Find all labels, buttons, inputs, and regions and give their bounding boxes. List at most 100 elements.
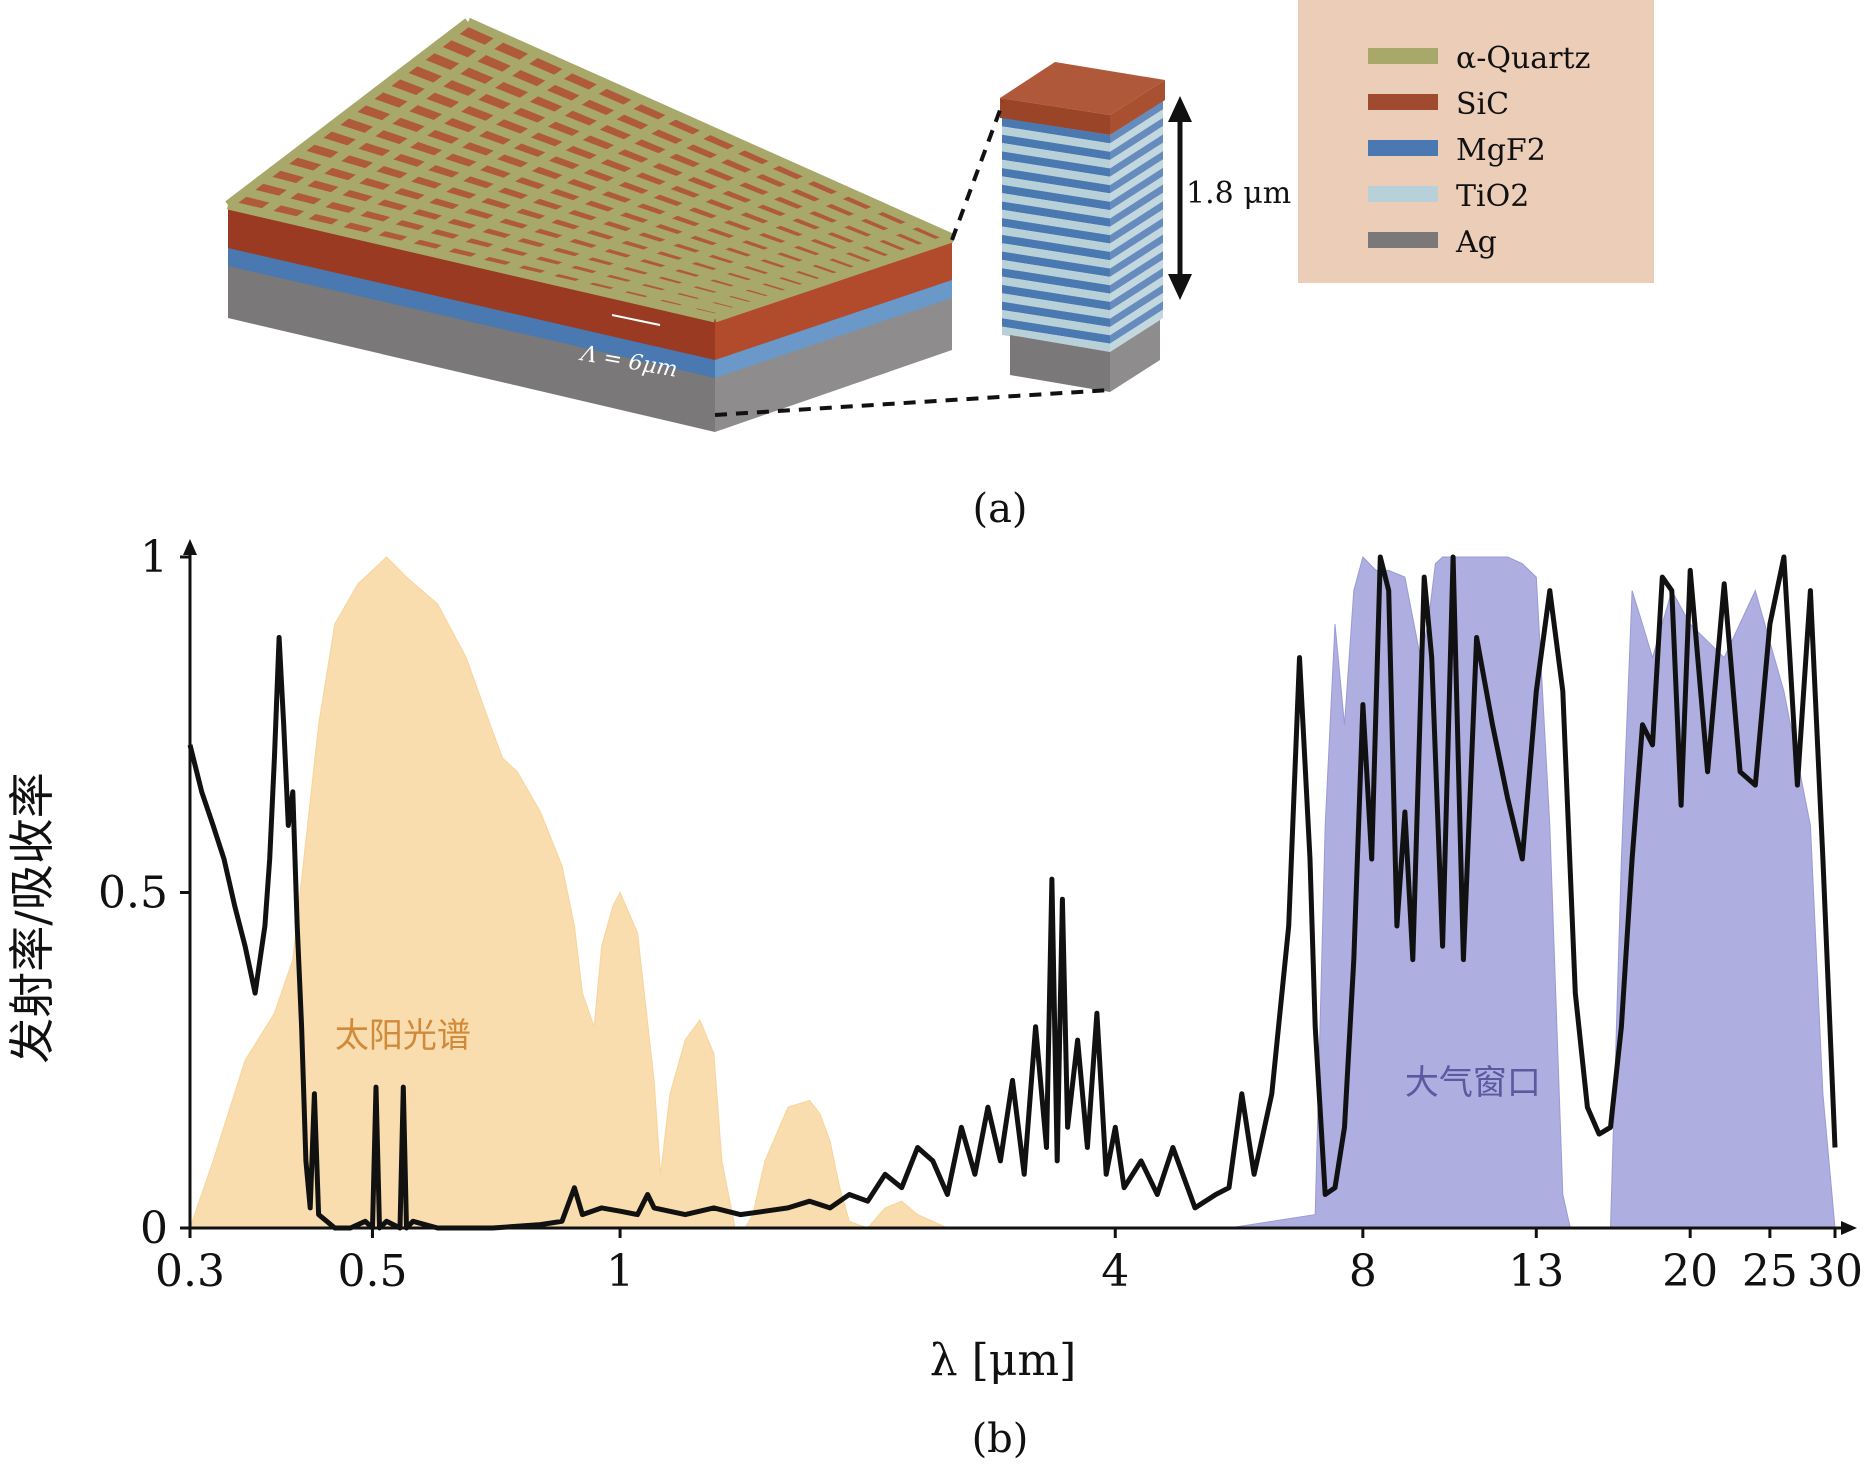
quartz-grid-line [539, 156, 782, 282]
legend-label: MgF2 [1456, 133, 1546, 168]
legend-swatch [1368, 232, 1438, 248]
material-legend: α-Quartz SiC MgF2 TiO2 Ag [1298, 0, 1654, 283]
ag-layer-side [715, 295, 952, 432]
x-tick-label: 1 [606, 1246, 634, 1297]
x-tick-label: 8 [1349, 1246, 1377, 1297]
pillar-layer-front [1002, 243, 1110, 269]
legend-items: α-Quartz SiC MgF2 TiO2 Ag [1368, 41, 1590, 260]
x-tick-label: 13 [1508, 1246, 1564, 1297]
x-tick-label: 25 [1742, 1246, 1798, 1297]
pillar-layer-side [1110, 301, 1163, 344]
pillar-layer-front [1002, 259, 1110, 286]
y-axis-arrow [183, 539, 197, 555]
pillar-layer-front [1002, 209, 1110, 236]
x-tick-label: 0.3 [155, 1246, 225, 1297]
pillar-layer-side [1110, 242, 1163, 286]
pillar-layer-front [1002, 143, 1110, 169]
quartz-grid [225, 17, 954, 323]
quartz-grid-line [573, 172, 816, 290]
legend-background [1298, 0, 1654, 283]
pillar-layer-front [1002, 176, 1110, 202]
x-axis-label: λ [μm] [930, 1335, 1077, 1386]
pillar-layer-front [1002, 126, 1110, 152]
pillar-layer-front [1002, 293, 1110, 319]
sic-layer-side [715, 238, 952, 360]
quartz-grid-line [397, 70, 886, 266]
metasurface-block: Λ = 6μm [225, 17, 954, 432]
pillar-layer-side [1110, 292, 1163, 336]
pillar-layer-side [1110, 276, 1163, 319]
legend-label: TiO2 [1456, 179, 1529, 214]
y-tick-label: 1 [140, 532, 168, 583]
quartz-grid-line [414, 57, 903, 260]
quartz-grid-line [380, 83, 869, 271]
pillar-layer-side [1110, 167, 1163, 211]
pillar-layer-side [1110, 142, 1163, 186]
height-label: 1.8 μm [1186, 176, 1291, 211]
ag-layer-front [228, 262, 715, 432]
x-tick-label: 4 [1101, 1246, 1129, 1297]
sic-layer-front [228, 205, 715, 360]
zoom-line-top [950, 101, 1005, 241]
caption-b: (b) [972, 1416, 1029, 1462]
pillar-base-front [1010, 335, 1110, 392]
period-arrow [611, 314, 661, 326]
pillar-top-front [1000, 98, 1110, 135]
panel-a: Λ = 6μm 1.8 μm α-Quartz SiC MgF2 TiO2 Ag (a) [225, 0, 1654, 532]
pillar-layer-side [1110, 267, 1163, 311]
pillar-layer-front [1002, 284, 1110, 311]
pillar-layer-front [1002, 226, 1110, 252]
pillar-layer-front [1002, 168, 1110, 194]
pillar-layer-side [1110, 126, 1163, 169]
stack-layer-front [228, 245, 715, 378]
pillar-layer-front [1002, 276, 1110, 302]
pillar-layer-front [1002, 309, 1110, 336]
quartz-grid-line [713, 233, 954, 323]
pillar-layer-side [1110, 151, 1163, 194]
pillar-layer-side [1110, 176, 1163, 219]
pillar-top [1000, 62, 1165, 115]
pillar-layer-front [1002, 184, 1110, 211]
pillar-layer-front [1002, 201, 1110, 227]
pillar-layer-side [1110, 184, 1163, 227]
legend-label: Ag [1455, 225, 1497, 260]
chart-ticks: 0.3 0.5 1 4 8 13 20 25 30 0 0.5 1 [98, 532, 1863, 1297]
pillar-layer-front [1002, 301, 1110, 327]
x-tick-label: 0.5 [337, 1246, 407, 1297]
pillar-layers [1002, 101, 1163, 352]
chart-annotation: 大气窗口 [1405, 1063, 1541, 1103]
x-axis-arrow [1841, 1221, 1857, 1235]
pillar-top-side [1110, 80, 1165, 135]
pillar-layer-side [1110, 284, 1163, 327]
pillar-layer-side [1110, 209, 1163, 252]
pillar-layer-front [1002, 118, 1110, 144]
caption-a: (a) [972, 486, 1027, 532]
legend-swatch [1368, 140, 1438, 156]
x-tick-label: 20 [1662, 1246, 1718, 1297]
legend-swatch [1368, 186, 1438, 202]
legend-label: α-Quartz [1456, 41, 1590, 76]
pillar-layer-front [1002, 251, 1110, 277]
pillar-layer-front [1002, 193, 1110, 219]
pillar-layer-front [1002, 134, 1110, 161]
filled-series-area [190, 556, 1836, 1229]
chart-axes [183, 539, 1857, 1235]
pillar-layer-front [1002, 318, 1110, 344]
legend-swatch [1368, 94, 1438, 110]
pillar-layer-front [1002, 268, 1110, 294]
pillar-layer-front [1002, 234, 1110, 261]
pillar-layer-side [1110, 226, 1163, 269]
filled-series-area [189, 556, 1195, 1229]
pillar-layer-side [1110, 234, 1163, 277]
chart-annotation: 太阳光谱 [335, 1016, 471, 1056]
pillar-layer-front [1002, 218, 1110, 244]
legend-label: SiC [1456, 87, 1509, 122]
y-tick-label: 0 [140, 1203, 168, 1254]
x-tick-label: 30 [1807, 1246, 1863, 1297]
quartz-grid-line [678, 218, 919, 315]
quartz-grid-line [363, 96, 852, 277]
quartz-grid-line [466, 17, 954, 243]
